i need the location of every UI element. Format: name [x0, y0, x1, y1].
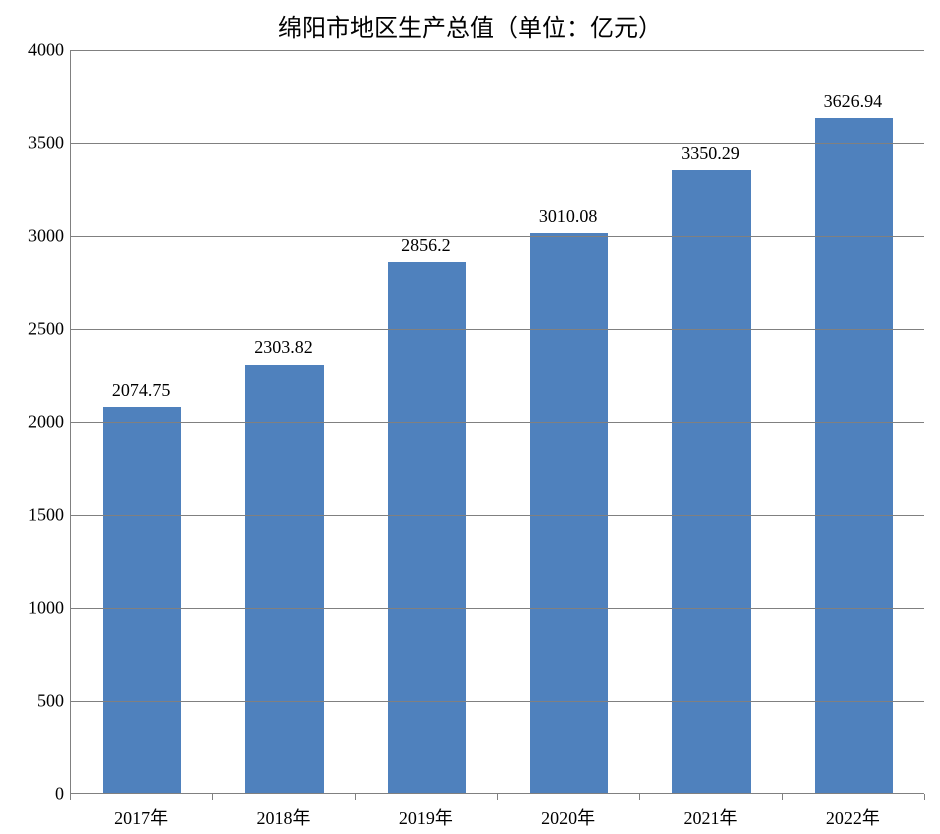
y-tick-label: 3500: [8, 133, 64, 154]
plot-area: [70, 50, 924, 794]
chart-title: 绵阳市地区生产总值（单位：亿元）: [0, 8, 940, 43]
bar: [103, 407, 181, 793]
gridline: [71, 515, 924, 516]
gdp-bar-chart: 绵阳市地区生产总值（单位：亿元） 0 500 1000 1500 2000 2500 300…: [0, 0, 940, 834]
x-tick: [355, 794, 356, 800]
bar: [388, 262, 466, 793]
bar: [530, 233, 608, 793]
x-tick: [497, 794, 498, 800]
bar: [672, 170, 750, 793]
x-tick-label: 2018年: [214, 804, 354, 830]
bar-value-label: 2303.82: [214, 337, 354, 358]
bar: [245, 365, 323, 794]
x-tick-label: 2020年: [498, 804, 638, 830]
gridline: [71, 236, 924, 237]
y-tick-label: 3000: [8, 226, 64, 247]
y-tick-label: 500: [8, 691, 64, 712]
y-tick-label: 2000: [8, 412, 64, 433]
y-tick-label: 2500: [8, 319, 64, 340]
gridline: [71, 608, 924, 609]
x-tick: [924, 794, 925, 800]
x-tick: [639, 794, 640, 800]
x-tick-label: 2019年: [356, 804, 496, 830]
bar-value-label: 2856.2: [356, 235, 496, 256]
gridline: [71, 50, 924, 51]
x-tick: [70, 794, 71, 800]
y-tick-label: 0: [8, 784, 64, 805]
gridline: [71, 701, 924, 702]
bar-value-label: 3010.08: [498, 206, 638, 227]
y-tick-label: 1500: [8, 505, 64, 526]
x-tick-label: 2022年: [783, 804, 923, 830]
bar: [815, 118, 893, 793]
bar-value-label: 3626.94: [783, 91, 923, 112]
bar-value-label: 2074.75: [71, 380, 211, 401]
bar-value-label: 3350.29: [641, 143, 781, 164]
x-tick-label: 2021年: [641, 804, 781, 830]
y-tick-label: 1000: [8, 598, 64, 619]
gridline: [71, 422, 924, 423]
x-tick-label: 2017年: [71, 804, 211, 830]
y-tick-label: 4000: [8, 40, 64, 61]
x-tick: [212, 794, 213, 800]
gridline: [71, 329, 924, 330]
gridline: [71, 143, 924, 144]
x-tick: [782, 794, 783, 800]
